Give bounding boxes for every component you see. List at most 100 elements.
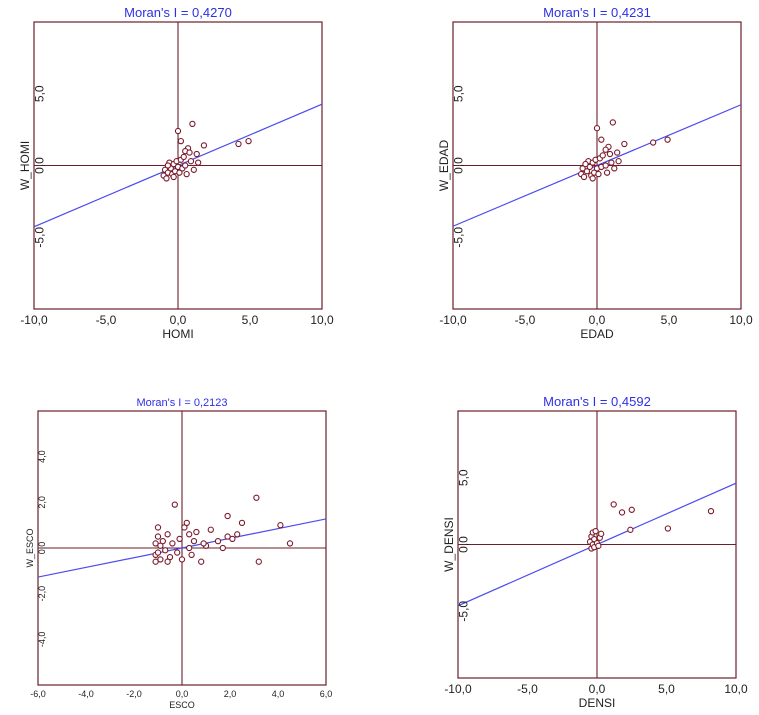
data-point xyxy=(606,150,614,158)
data-point xyxy=(707,507,715,515)
data-point xyxy=(186,149,193,156)
data-point xyxy=(609,119,616,126)
data-point xyxy=(198,558,205,565)
data-point xyxy=(207,526,214,533)
data-point xyxy=(219,544,226,552)
chart-title: Moran's I = 0,4592 xyxy=(543,394,651,409)
x-tick-label: 4,0 xyxy=(272,689,285,699)
x-tick-label: 5,0 xyxy=(242,313,259,327)
data-point xyxy=(628,506,635,513)
chart-panel-2: -10,0 -5,0 0,0 5,0 10,0 5,0 0,0 -5,0 Moran's I =… xyxy=(437,5,753,341)
x-tick-label: 2,0 xyxy=(224,689,237,699)
data-point xyxy=(182,162,189,169)
x-axis-label: ESCO xyxy=(169,700,195,710)
data-point xyxy=(586,163,593,171)
data-point xyxy=(579,165,586,172)
chart-title: Moran's I = 0,2123 xyxy=(136,397,227,409)
chart-panel-3: -6,0 -4,0 -2,0 0,0 2,0 4,0 6,0 4,0 2,0 0,0 -2,0 -4,… xyxy=(25,397,332,710)
y-tick-label: 2,0 xyxy=(37,496,47,509)
data-point xyxy=(163,175,170,182)
data-point xyxy=(595,542,602,549)
data-point xyxy=(599,152,606,159)
data-point xyxy=(580,173,588,181)
y-tick-label: -4,0 xyxy=(37,632,47,648)
data-point xyxy=(154,533,162,540)
data-point xyxy=(152,558,159,565)
data-point xyxy=(598,530,605,537)
data-point xyxy=(164,558,171,565)
y-tick-label: 0,0 xyxy=(33,157,47,174)
data-point xyxy=(602,146,609,153)
data-point xyxy=(188,551,195,558)
x-tick-label: 5,0 xyxy=(658,682,675,696)
x-tick-label: -2,0 xyxy=(126,689,142,699)
data-point xyxy=(238,519,246,527)
data-point xyxy=(171,501,178,508)
data-point xyxy=(235,140,242,148)
x-tick-label: 0,0 xyxy=(589,682,606,696)
data-point xyxy=(193,150,200,158)
y-tick-label: -2,0 xyxy=(37,586,47,602)
data-point xyxy=(229,535,236,543)
data-point xyxy=(193,528,200,536)
data-point xyxy=(186,531,193,538)
data-point xyxy=(189,120,196,128)
data-point xyxy=(176,535,183,543)
data-point xyxy=(176,169,183,176)
x-tick-label: -10,0 xyxy=(20,313,48,327)
x-tick-label: 10,0 xyxy=(729,313,753,327)
data-point xyxy=(627,526,634,533)
data-point xyxy=(186,544,193,552)
data-point xyxy=(187,158,195,165)
x-tick-label: 10,0 xyxy=(310,313,334,327)
data-point xyxy=(618,509,626,516)
chart-panel-1: -10,0 -5,0 0,0 5,0 10,0 5,0 0,0 -5,0 Moran's I =… xyxy=(18,5,334,341)
data-point xyxy=(170,173,177,181)
x-tick-label: -10,0 xyxy=(444,682,472,696)
data-point xyxy=(603,169,611,176)
data-point xyxy=(650,139,657,146)
data-point xyxy=(253,494,260,501)
data-point xyxy=(200,540,207,547)
data-point xyxy=(589,175,596,182)
data-point xyxy=(164,162,172,169)
data-point xyxy=(224,512,231,520)
data-point xyxy=(592,528,599,535)
data-point xyxy=(152,540,159,547)
y-tick-label: 5,0 xyxy=(452,85,466,102)
x-tick-label: 0,0 xyxy=(176,689,189,699)
data-point xyxy=(159,538,166,545)
data-point xyxy=(608,159,615,166)
data-point xyxy=(180,153,187,161)
data-point xyxy=(277,522,284,529)
y-axis-label: W_EDAD xyxy=(437,139,451,191)
data-point xyxy=(598,136,605,143)
data-point xyxy=(183,170,190,178)
x-axis-label: DENSI xyxy=(579,696,616,710)
x-tick-label: 10,0 xyxy=(724,682,748,696)
y-tick-label: 5,0 xyxy=(33,85,47,102)
data-point xyxy=(157,556,164,563)
x-tick-label: 5,0 xyxy=(661,313,678,327)
data-point xyxy=(183,519,190,527)
data-point xyxy=(664,136,671,143)
data-point xyxy=(582,160,589,168)
data-point xyxy=(234,531,241,538)
chart-title: Moran's I = 0,4270 xyxy=(124,5,232,20)
chart-title: Moran's I = 0,4231 xyxy=(543,5,651,20)
y-axis-label: W_DENSI xyxy=(442,517,456,572)
data-point xyxy=(593,125,601,132)
data-point xyxy=(595,170,602,178)
x-axis-label: HOMI xyxy=(162,327,193,341)
x-tick-label: -6,0 xyxy=(30,689,46,699)
data-point xyxy=(154,524,162,531)
data-point xyxy=(611,165,618,172)
data-point xyxy=(614,149,621,156)
y-tick-label: 0,0 xyxy=(37,542,47,555)
x-axis-label: EDAD xyxy=(580,327,614,341)
y-tick-label: 4,0 xyxy=(37,450,47,463)
x-tick-label: 0,0 xyxy=(170,313,187,327)
y-tick-label: 0,0 xyxy=(457,536,471,553)
data-point xyxy=(621,140,628,148)
